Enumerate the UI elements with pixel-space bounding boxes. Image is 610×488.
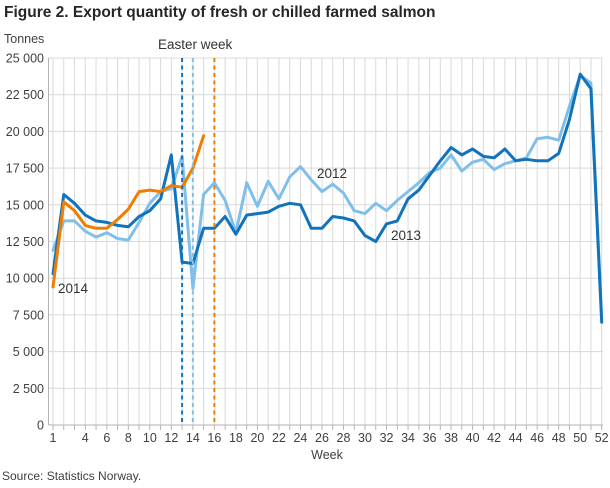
series-label-2014: 2014	[58, 281, 89, 296]
y-tick-label: 25 000	[6, 52, 44, 66]
x-tick-label: 10	[143, 431, 157, 445]
easter-week-annotation: Easter week	[158, 37, 233, 52]
y-tick-label: 20 000	[6, 125, 44, 139]
x-tick-label: 52	[595, 431, 609, 445]
x-tick-label: 44	[509, 431, 523, 445]
source-note: Source: Statistics Norway.	[2, 469, 141, 483]
series-lines	[51, 72, 604, 324]
x-tick-label: 20	[250, 431, 264, 445]
x-tick-label: 34	[401, 431, 415, 445]
gridlines	[48, 57, 603, 430]
y-tick-label: 0	[37, 419, 44, 433]
series-label-2013: 2013	[391, 228, 421, 243]
x-tick-label: 4	[82, 431, 89, 445]
y-tick-label: 12 500	[6, 235, 44, 249]
x-axis-title: Week	[311, 448, 343, 462]
x-tick-label: 12	[164, 431, 178, 445]
x-tick-label: 42	[487, 431, 501, 445]
x-tick-label: 8	[125, 431, 132, 445]
x-tick-label: 26	[315, 431, 329, 445]
x-tick-label: 28	[337, 431, 351, 445]
x-tick-label: 22	[272, 431, 286, 445]
x-tick-label: 24	[293, 431, 307, 445]
y-tick-label: 7 500	[13, 308, 44, 322]
x-tick-label: 6	[103, 431, 110, 445]
x-tick-label: 16	[207, 431, 221, 445]
y-tick-label: 2 500	[13, 382, 44, 396]
y-axis-unit-label: Tonnes	[4, 32, 44, 46]
y-tick-label: 15 000	[6, 198, 44, 212]
x-tick-label: 36	[423, 431, 437, 445]
series-label-2012: 2012	[317, 166, 347, 181]
chart-title: Figure 2. Export quantity of fresh or ch…	[4, 4, 436, 21]
axis-tick-labels: 0 2 500 5 000 7 500 10 000 12 500 15 000 17 500…	[6, 52, 609, 446]
x-tick-label: 38	[444, 431, 458, 445]
x-tick-label: 14	[186, 431, 200, 445]
x-tick-label: 18	[229, 431, 243, 445]
x-tick-label: 32	[380, 431, 394, 445]
y-tick-label: 22 500	[6, 88, 44, 102]
series-line-2013	[51, 72, 604, 324]
y-tick-label: 5 000	[13, 345, 44, 359]
x-tick-label: 1	[50, 431, 57, 445]
x-tick-label: 48	[552, 431, 566, 445]
series-line-2014	[51, 134, 206, 289]
x-tick-label: 50	[573, 431, 587, 445]
x-tick-label: 30	[358, 431, 372, 445]
y-tick-label: 10 000	[6, 272, 44, 286]
easter-week-dashed-lines	[181, 58, 216, 425]
y-tick-label: 17 500	[6, 162, 44, 176]
x-tick-label: 46	[530, 431, 544, 445]
x-tick-label: 40	[466, 431, 480, 445]
